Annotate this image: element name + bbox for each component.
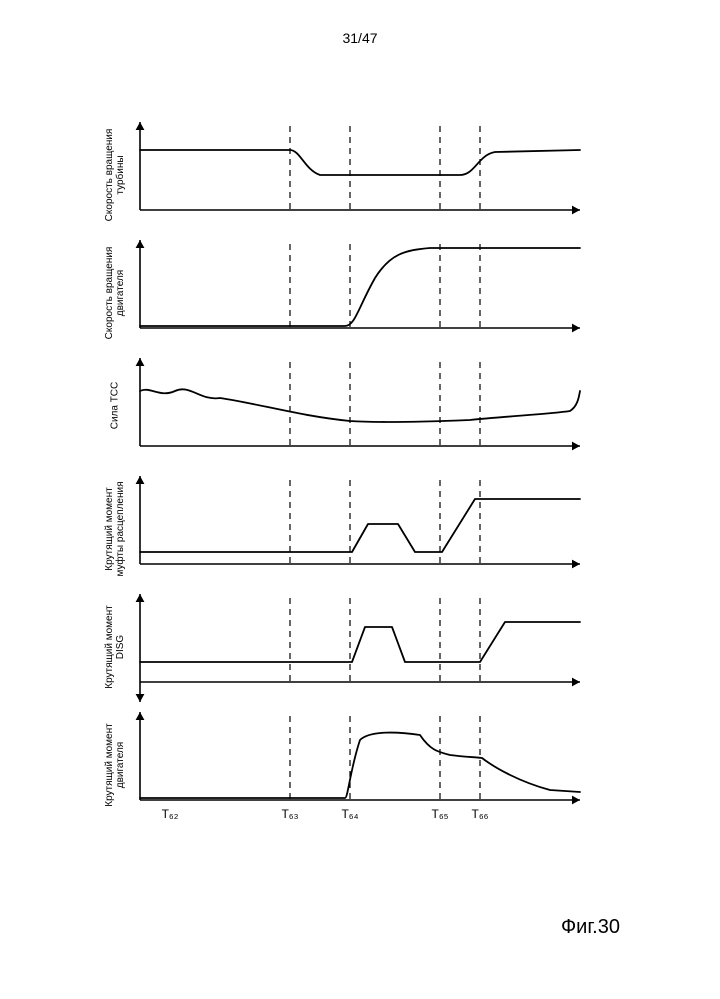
page-number: 31/47 [342,30,377,46]
svg-text:T₆₅: T₆₅ [431,807,448,821]
turbine_speed-ylabel: Скорость вращения турбины [104,120,126,230]
svg-text:T₆₂: T₆₂ [162,807,179,821]
tcc_force-ylabel: Сила TCC [110,351,121,461]
engine_speed-ylabel: Скорость вращения двигателя [104,238,126,348]
svg-text:T₆₄: T₆₄ [341,807,358,821]
svg-text:T₆₃: T₆₃ [281,807,298,821]
disg_torque-ylabel: Крутящий момент DISG [104,592,126,702]
timing-diagram: T₆₂T₆₃T₆₄T₆₅T₆₆ Скорость вращения турбин… [120,120,600,840]
clutch_torque-ylabel: Крутящий момент муфты расцепления [104,474,126,584]
svg-text:T₆₆: T₆₆ [471,807,488,821]
engine_torque-ylabel: Крутящий момент двигателя [104,710,126,820]
figure-caption: Фиг.30 [561,916,620,939]
